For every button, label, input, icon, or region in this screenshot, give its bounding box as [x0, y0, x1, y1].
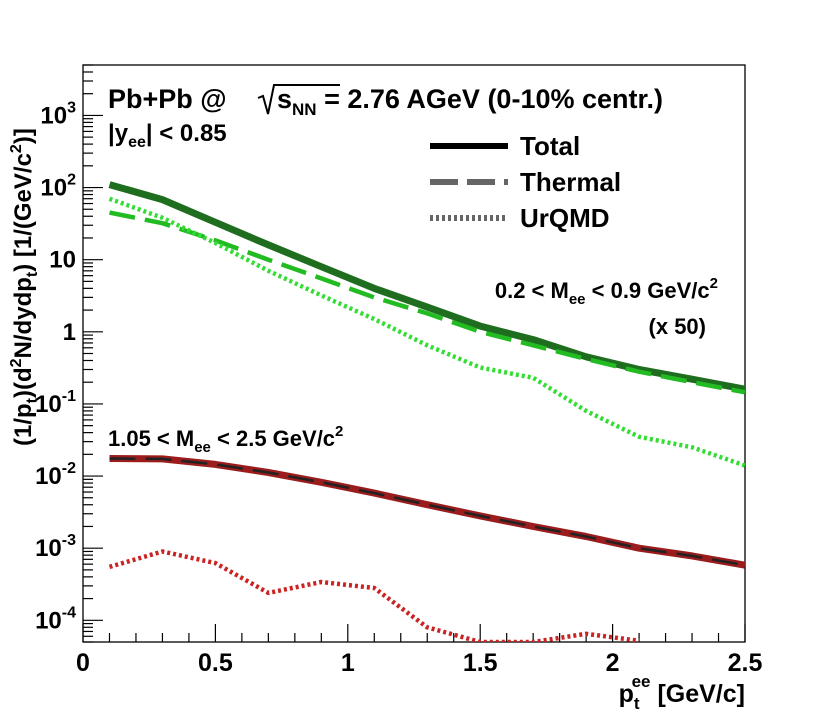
x-tick-label: 2: [606, 649, 620, 677]
series-high-thermal: [109, 457, 745, 567]
chart-title-energy: sNN = 2.76 AGeV (0-10% centr.): [277, 84, 663, 119]
x-tick-label: 0: [76, 649, 90, 677]
y-tick-label: 10-1: [35, 388, 76, 418]
x-tick-label: 0.5: [198, 649, 233, 677]
high-mass-window-label: 1.05 < Mee < 2.5 GeV/c2: [108, 423, 343, 456]
y-tick-label: 103: [40, 99, 76, 129]
series-low-urqmd: [108, 196, 745, 468]
rapidity-cut-label: |yee| < 0.85: [108, 120, 227, 151]
chart-title: Pb+Pb @: [108, 84, 227, 114]
y-tick-label: 1: [63, 319, 76, 346]
legend-label-total: Total: [520, 131, 580, 161]
y-tick-label: 102: [40, 172, 76, 202]
data-series: [108, 181, 745, 642]
low-mass-window-label: 0.2 < Mee < 0.9 GeV/c2: [495, 275, 718, 308]
x-axis-label: ptee [GeV/c]: [619, 672, 745, 713]
y-tick-label: 10-4: [35, 604, 76, 634]
plot-frame: [82, 64, 746, 643]
y-tick-label: 10: [49, 247, 76, 274]
series-high-total: [109, 455, 745, 569]
legend: Total Thermal UrQMD: [430, 131, 621, 233]
legend-label-urqmd: UrQMD: [520, 203, 610, 233]
y-tick-label: 10-2: [35, 460, 76, 490]
series-low-thermal: [109, 210, 745, 395]
y-axis-label: (1/pt)(d2N/dydpt) [1/(GeV/c2)]: [8, 128, 41, 446]
sqrt-symbol: [257, 84, 340, 115]
y-tick-label: 10-3: [35, 532, 76, 562]
x-tick-label: 2.5: [728, 649, 763, 677]
series-high-urqmd: [108, 549, 640, 642]
x-tick-label: 1: [341, 649, 355, 677]
low-mass-scale-label: (x 50): [649, 314, 706, 339]
x-tick-label: 1.5: [463, 649, 498, 677]
legend-label-thermal: Thermal: [520, 167, 621, 197]
axis-ticks: 0 0.5 1 1.5 2 2.5 10-4 10-3 10-2 10-1 1 10 102 103: [35, 64, 763, 677]
